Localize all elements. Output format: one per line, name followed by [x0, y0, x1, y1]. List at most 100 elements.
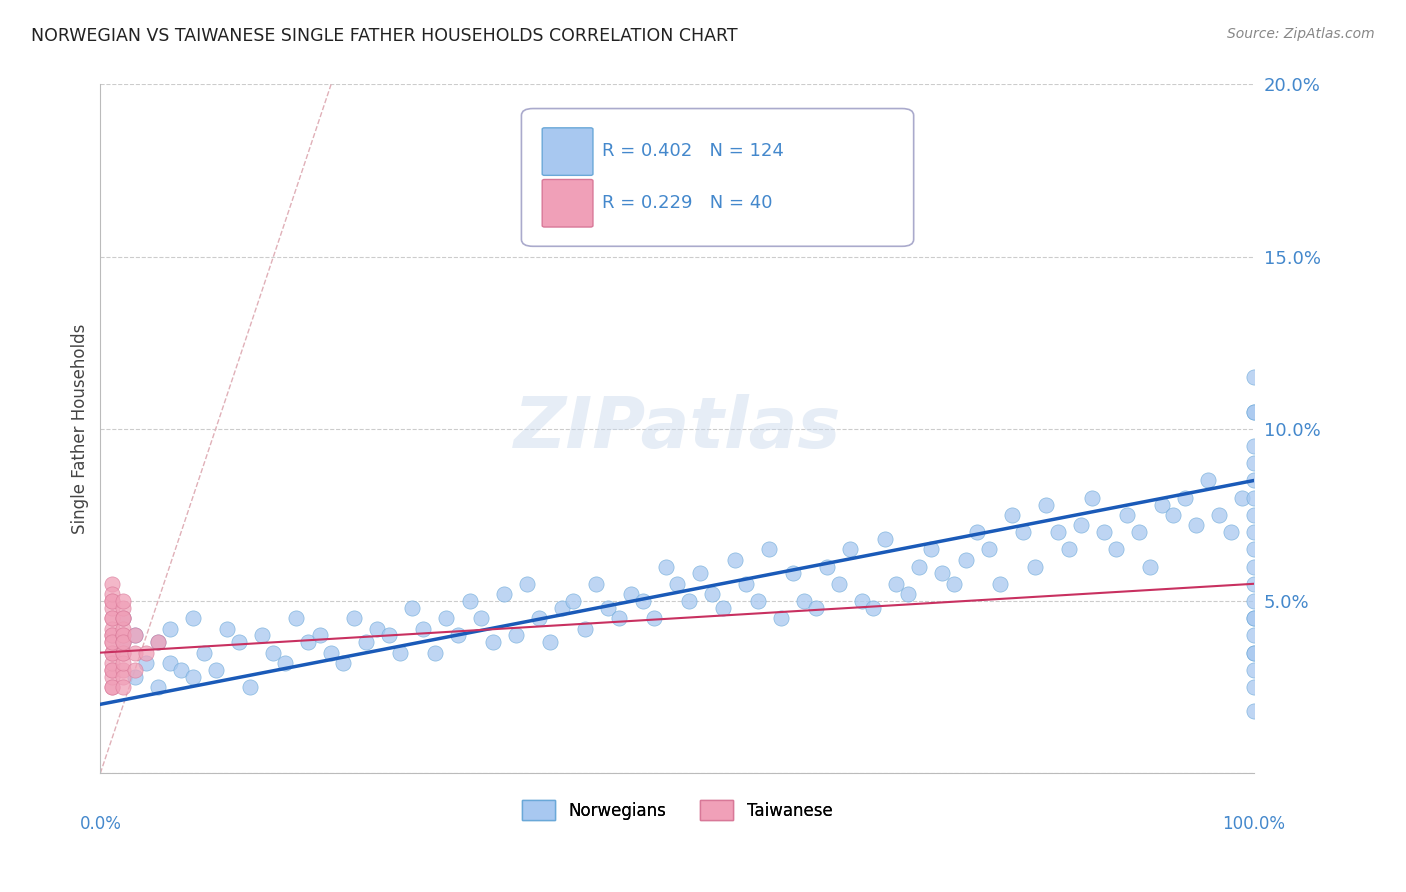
- Point: [159, 622, 181, 636]
- Point: [1243, 680, 1265, 694]
- Point: [931, 566, 953, 581]
- Point: [319, 646, 342, 660]
- Point: [101, 594, 124, 608]
- Text: 0.0%: 0.0%: [79, 814, 121, 832]
- Point: [955, 552, 977, 566]
- Point: [1243, 525, 1265, 540]
- Point: [943, 576, 966, 591]
- Point: [308, 628, 330, 642]
- Point: [1243, 576, 1265, 591]
- Point: [112, 594, 135, 608]
- Point: [112, 646, 135, 660]
- Point: [112, 635, 135, 649]
- Point: [124, 670, 146, 684]
- Point: [159, 656, 181, 670]
- Point: [1116, 508, 1139, 522]
- Point: [897, 587, 920, 601]
- Point: [609, 611, 631, 625]
- Point: [181, 611, 204, 625]
- Point: [1243, 491, 1265, 505]
- Text: ZIPatlas: ZIPatlas: [513, 394, 841, 463]
- Point: [851, 594, 873, 608]
- Point: [101, 656, 124, 670]
- Text: R = 0.229   N = 40: R = 0.229 N = 40: [602, 194, 773, 212]
- Point: [101, 680, 124, 694]
- Point: [886, 576, 908, 591]
- Point: [1243, 628, 1265, 642]
- Point: [101, 628, 124, 642]
- Point: [839, 542, 862, 557]
- Point: [620, 587, 643, 601]
- Point: [862, 600, 884, 615]
- Point: [101, 587, 124, 601]
- Legend: Norwegians, Taiwanese: Norwegians, Taiwanese: [516, 793, 839, 827]
- Point: [377, 628, 399, 642]
- Point: [1243, 456, 1265, 470]
- Point: [1243, 404, 1265, 418]
- Point: [112, 670, 135, 684]
- Point: [217, 622, 239, 636]
- Point: [1185, 518, 1208, 533]
- Point: [827, 576, 849, 591]
- Point: [112, 611, 135, 625]
- Point: [782, 566, 804, 581]
- Point: [1232, 491, 1254, 505]
- Point: [332, 656, 354, 670]
- Point: [354, 635, 377, 649]
- Point: [366, 622, 388, 636]
- Point: [101, 663, 124, 677]
- Point: [793, 594, 815, 608]
- Point: [1243, 611, 1265, 625]
- Point: [494, 587, 516, 601]
- Point: [585, 576, 607, 591]
- Point: [1139, 559, 1161, 574]
- Point: [1161, 508, 1184, 522]
- Point: [343, 611, 366, 625]
- Text: R = 0.402   N = 124: R = 0.402 N = 124: [602, 142, 785, 161]
- Point: [920, 542, 942, 557]
- Point: [101, 600, 124, 615]
- Point: [988, 576, 1011, 591]
- Point: [1243, 663, 1265, 677]
- Point: [101, 663, 124, 677]
- Point: [204, 663, 226, 677]
- Point: [1243, 594, 1265, 608]
- Point: [112, 622, 135, 636]
- Point: [101, 680, 124, 694]
- Point: [1001, 508, 1024, 522]
- Point: [193, 646, 215, 660]
- Point: [1046, 525, 1069, 540]
- Point: [804, 600, 827, 615]
- Point: [481, 635, 503, 649]
- Point: [1197, 474, 1219, 488]
- Point: [181, 670, 204, 684]
- Point: [112, 611, 135, 625]
- Point: [112, 656, 135, 670]
- Point: [101, 670, 124, 684]
- Point: [1128, 525, 1150, 540]
- Point: [1012, 525, 1035, 540]
- Point: [285, 611, 308, 625]
- Point: [505, 628, 527, 642]
- Point: [769, 611, 792, 625]
- Point: [436, 611, 458, 625]
- Point: [1243, 508, 1265, 522]
- Point: [1081, 491, 1104, 505]
- Point: [689, 566, 711, 581]
- Point: [873, 532, 896, 546]
- Text: NORWEGIAN VS TAIWANESE SINGLE FATHER HOUSEHOLDS CORRELATION CHART: NORWEGIAN VS TAIWANESE SINGLE FATHER HOU…: [31, 27, 738, 45]
- Point: [1104, 542, 1126, 557]
- Point: [101, 611, 124, 625]
- Point: [1059, 542, 1081, 557]
- Point: [101, 635, 124, 649]
- Point: [1243, 474, 1265, 488]
- Point: [516, 576, 538, 591]
- Point: [551, 600, 574, 615]
- Y-axis label: Single Father Households: Single Father Households: [72, 324, 89, 534]
- Point: [562, 594, 585, 608]
- Point: [735, 576, 758, 591]
- Point: [1024, 559, 1046, 574]
- Point: [447, 628, 470, 642]
- Point: [124, 628, 146, 642]
- Point: [1150, 498, 1173, 512]
